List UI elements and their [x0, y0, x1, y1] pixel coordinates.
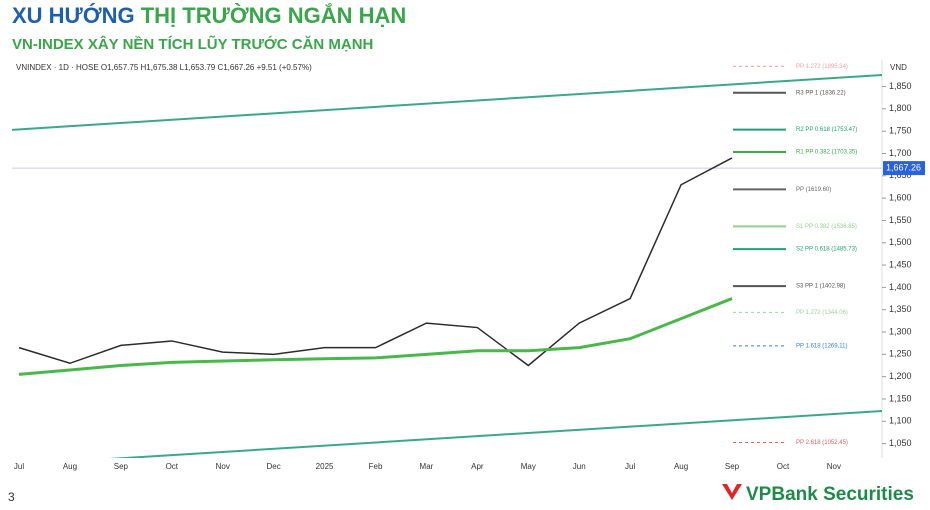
x-tick-label: Mar: [420, 462, 434, 471]
y-tick-label: 1,850: [889, 81, 912, 91]
y-tick-label: 1,500: [889, 237, 912, 247]
title-rest: THỊ TRƯỜNG NGẮN HẠN: [141, 3, 407, 28]
x-tick-label: Aug: [63, 462, 77, 471]
logo-mark: [722, 484, 742, 500]
y-tick-label: 1,150: [889, 393, 912, 403]
x-tick-label: Aug: [674, 462, 688, 471]
x-tick-label: May: [521, 462, 536, 471]
y-tick-label: 1,050: [889, 438, 912, 448]
y-tick-label: 1,800: [889, 103, 912, 113]
title-lead: XU HƯỚNG: [12, 3, 135, 28]
x-tick-label: Oct: [166, 462, 179, 471]
pivot-label: R2 PP 0.618 (1753.47): [796, 127, 857, 133]
y-tick-label: 1,200: [889, 371, 912, 381]
pivot-label: R1 PP 0.382 (1703.35): [796, 150, 857, 156]
plot-area: [12, 73, 882, 458]
channel-line: [12, 73, 882, 131]
y-tick-label: 1,550: [889, 215, 912, 225]
x-tick-label: Jun: [573, 462, 586, 471]
y-tick-label: 1,600: [889, 193, 912, 203]
price-line: [18, 157, 733, 367]
x-tick-label: Feb: [369, 462, 383, 471]
pivot-label: PP 1.272 (1895.34): [796, 64, 848, 70]
x-tick-label: Sep: [725, 462, 740, 471]
y-tick-label: 1,650: [889, 170, 912, 180]
pivot-label: R3 PP 1 (1836.22): [796, 90, 846, 96]
y-tick-label: 1,300: [889, 326, 912, 336]
pivot-label: S1 PP 0.382 (1536.85): [796, 224, 857, 230]
x-tick-label: Jul: [625, 462, 635, 471]
title: XU HƯỚNG THỊ TRƯỜNG NGẮN HẠN: [12, 3, 406, 28]
pivot-label: PP (1619.60): [796, 187, 831, 193]
y-tick-label: 1,450: [889, 259, 912, 269]
channel-line: [109, 410, 882, 458]
currency: VND: [890, 63, 907, 72]
x-tick-label: Sep: [114, 462, 129, 471]
symbol-line: VNINDEX · 1D · HOSE O1,657.75 H1,675.38 …: [16, 63, 312, 72]
pivot-label: PP 1.272 (1344.06): [796, 310, 848, 316]
brand: VPBank Securities: [746, 484, 914, 505]
pivot-label: S2 PP 0.618 (1485.73): [796, 247, 857, 253]
subtitle: VN-INDEX XÂY NỀN TÍCH LŨY TRƯỚC CĂN MẠNH: [12, 35, 373, 53]
y-tick-label: 1,700: [889, 148, 912, 158]
pivot-label: S3 PP 1 (1402.98): [796, 284, 845, 290]
page-number: 3: [8, 490, 15, 504]
x-tick-label: 2025: [316, 462, 334, 471]
last-price-label: 1,667.26: [886, 162, 921, 172]
x-tick-label: Dec: [267, 462, 281, 471]
x-tick-label: Jul: [14, 462, 24, 471]
last-price-box: [883, 161, 925, 176]
x-tick-label: Nov: [216, 462, 230, 471]
price-line: [18, 297, 733, 376]
pivot-label: PP 2.618 (1052.45): [796, 440, 848, 446]
y-tick-label: 1,400: [889, 282, 912, 292]
y-tick-label: 1,100: [889, 416, 912, 426]
pivot-label: PP 1.618 (1269.11): [796, 343, 847, 349]
x-tick-label: Apr: [471, 462, 484, 471]
x-tick-label: Oct: [777, 462, 790, 471]
y-tick-label: 1,350: [889, 304, 912, 314]
y-tick-label: 1,250: [889, 349, 912, 359]
y-tick-label: 1,750: [889, 126, 912, 136]
x-tick-label: Nov: [827, 462, 841, 471]
